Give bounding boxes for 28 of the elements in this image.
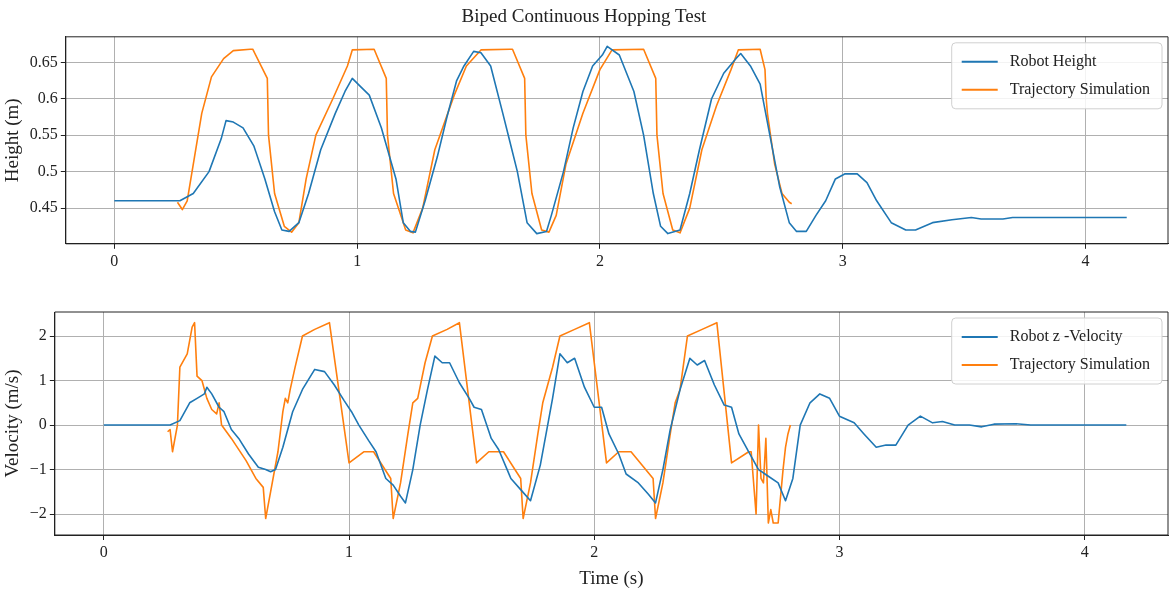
y-tick-label: −2 (29, 504, 47, 522)
x-tick-label: 4 (1081, 251, 1090, 269)
chart-title: Biped Continuous Hopping Test (461, 5, 708, 27)
x-tick-label: 3 (835, 542, 844, 560)
y-tick-label: 0.5 (37, 161, 58, 179)
x-tick-label: 0 (110, 251, 119, 269)
x-tick-label: 4 (1080, 542, 1089, 560)
x-tick-label: 2 (590, 542, 599, 560)
x-tick-label: 3 (838, 251, 847, 269)
y-tick-label: 0.55 (29, 125, 58, 143)
legend-label: Trajectory Simulation (1009, 80, 1151, 98)
y-tick-label: 2 (38, 326, 47, 344)
y-tick-label: 0.45 (29, 198, 58, 216)
y-tick-label: −1 (29, 459, 47, 477)
y-tick-label: 1 (38, 370, 47, 388)
x-tick-label: 0 (99, 542, 108, 560)
y-axis-title: Velocity (m/s) (1, 369, 24, 478)
x-tick-label: 1 (345, 542, 354, 560)
legend-label: Robot z -Velocity (1009, 327, 1123, 346)
x-tick-label: 1 (353, 251, 362, 269)
legend-label: Trajectory Simulation (1009, 355, 1151, 374)
x-tick-label: 2 (595, 251, 604, 269)
y-tick-label: 0 (38, 415, 47, 433)
y-axis-title: Height (m) (1, 98, 24, 183)
y-tick-label: 0.65 (29, 52, 58, 70)
legend-label: Robot Height (1009, 52, 1097, 70)
y-tick-label: 0.6 (37, 88, 58, 106)
x-axis-title: Time (s) (579, 566, 644, 589)
